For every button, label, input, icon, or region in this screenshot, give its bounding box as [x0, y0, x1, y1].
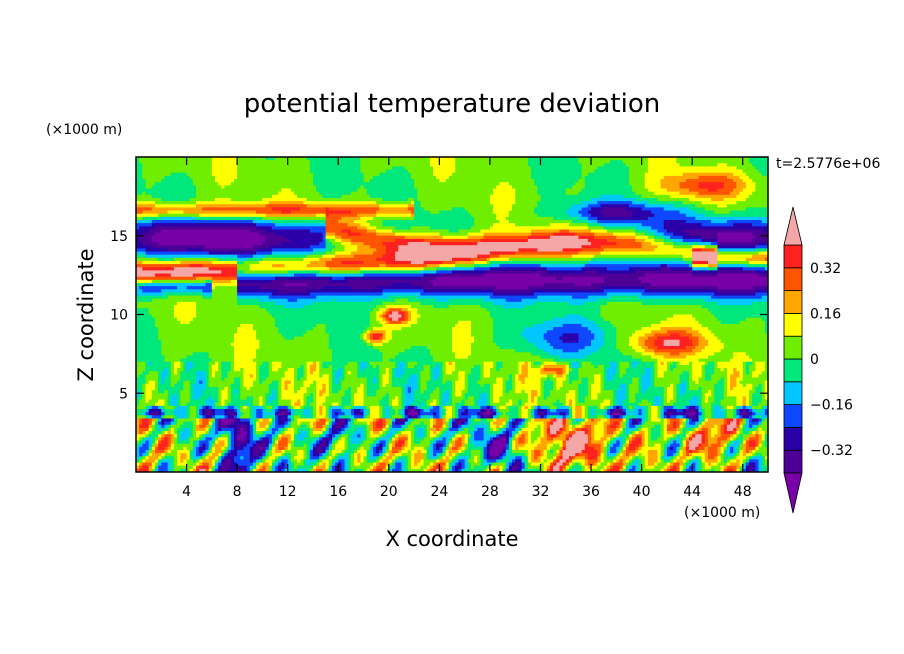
- colorbar-label: 0.16: [810, 306, 841, 322]
- colorbar-segment: [783, 404, 803, 428]
- y-axis-unit: (×1000 m): [46, 122, 122, 138]
- colorbar-segment: [783, 244, 803, 269]
- x-tick-label: 20: [380, 484, 398, 500]
- x-tick-label: 40: [633, 484, 651, 500]
- y-tick-label: 5: [119, 386, 128, 402]
- x-tick-label: 24: [430, 484, 448, 500]
- time-label: t=2.5776e+06: [776, 156, 880, 172]
- colorbar-segment: [783, 426, 803, 451]
- colorbar-segment: [783, 312, 803, 337]
- x-tick-label: 44: [683, 484, 701, 500]
- colorbar-segment: [783, 267, 803, 291]
- x-tick-label: 8: [233, 484, 242, 500]
- x-tick-label: 16: [329, 484, 347, 500]
- contour-field: [136, 157, 768, 472]
- colorbar-segment: [783, 290, 803, 314]
- x-tick-label: 12: [279, 484, 297, 500]
- x-tick-label: 28: [481, 484, 499, 500]
- x-axis-label: X coordinate: [385, 527, 518, 551]
- x-tick-label: 36: [582, 484, 600, 500]
- colorbar-label: 0.32: [810, 261, 841, 277]
- colorbar-label: −0.32: [810, 443, 853, 459]
- y-tick-label: 10: [110, 308, 128, 324]
- colorbar: 0.32 0.16 0 −0.16 −0.32: [783, 206, 853, 514]
- x-axis-ticks: 4 8 12 16 20 24 28 32 36 40 44 48: [182, 157, 752, 500]
- colorbar-over-triangle: [783, 206, 803, 246]
- colorbar-segment: [783, 358, 803, 383]
- colorbar-under-triangle: [783, 472, 803, 514]
- chart-title: potential temperature deviation: [244, 89, 660, 119]
- x-axis-unit: (×1000 m): [684, 505, 760, 521]
- y-axis-ticks: 5 10 15: [110, 229, 768, 402]
- x-tick-label: 4: [182, 484, 191, 500]
- y-axis-label: Z coordinate: [74, 248, 98, 381]
- colorbar-segment: [783, 381, 803, 405]
- x-tick-label: 32: [532, 484, 550, 500]
- y-tick-label: 15: [110, 229, 128, 245]
- colorbar-segment: [783, 449, 803, 474]
- colorbar-label: −0.16: [810, 398, 853, 414]
- colorbar-segment: [783, 335, 803, 360]
- colorbar-label: 0: [810, 352, 819, 368]
- x-tick-label: 48: [734, 484, 752, 500]
